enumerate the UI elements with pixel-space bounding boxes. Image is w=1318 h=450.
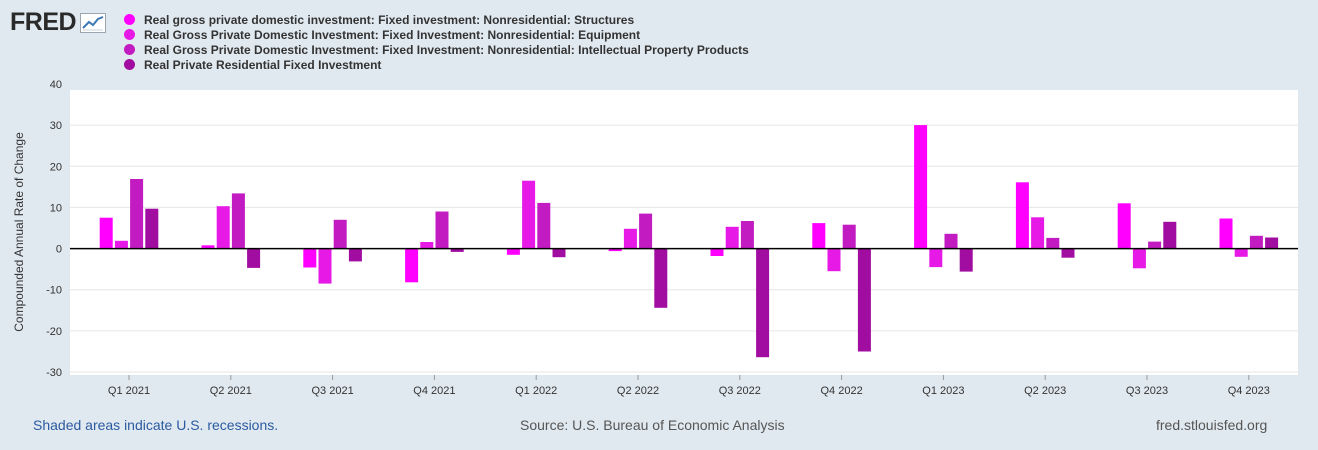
- bar-q4-2021-series-3[interactable]: [435, 211, 449, 249]
- bar-q2-2023-series-2[interactable]: [1031, 217, 1045, 249]
- y-tick-label: 40: [50, 79, 62, 91]
- bar-q4-2021-series-4[interactable]: [450, 248, 464, 252]
- bar-q3-2021-series-2[interactable]: [318, 248, 332, 284]
- bar-q3-2023-series-3[interactable]: [1148, 241, 1162, 249]
- bar-q2-2023-series-1[interactable]: [1015, 182, 1029, 249]
- bar-q3-2023-series-1[interactable]: [1117, 203, 1131, 249]
- bar-q2-2021-series-2[interactable]: [216, 206, 230, 249]
- y-tick-label: 30: [50, 120, 62, 132]
- legend-item-structures[interactable]: Real gross private domestic investment: …: [124, 12, 749, 27]
- bar-q2-2021-series-3[interactable]: [231, 193, 245, 249]
- bar-q1-2023-series-2[interactable]: [929, 248, 943, 268]
- chart: 40 30 20 10 0 -10 -20 -30 Q1 2021 Q2 2021 Q3 2021…: [12, 79, 1298, 397]
- legend-label-equipment: Real Gross Private Domestic Investment: …: [144, 27, 641, 42]
- bar-q2-2023-series-4[interactable]: [1061, 248, 1075, 258]
- bars: [99, 125, 1279, 358]
- y-tick-label: -10: [46, 285, 62, 297]
- bar-q3-2021-series-1[interactable]: [303, 248, 317, 268]
- x-tick-label: Q4 2023: [1228, 385, 1270, 397]
- legend-label-structures: Real gross private domestic investment: …: [144, 12, 635, 27]
- legend-item-equipment[interactable]: Real Gross Private Domestic Investment: …: [124, 27, 749, 42]
- gridlines: [70, 124, 1298, 373]
- legend-item-residential[interactable]: Real Private Residential Fixed Investmen…: [124, 57, 749, 72]
- bar-q4-2023-series-1[interactable]: [1219, 218, 1233, 249]
- legend-label-residential: Real Private Residential Fixed Investmen…: [144, 57, 382, 72]
- legend-swatch-ipp: [124, 44, 135, 55]
- legend-item-ipp[interactable]: Real Gross Private Domestic Investment: …: [124, 42, 749, 57]
- y-axis-ticks: 40 30 20 10 0 -10 -20 -30: [46, 79, 62, 379]
- y-tick-label: 10: [50, 202, 62, 214]
- fred-logo-text: FRED: [10, 8, 77, 36]
- bar-q1-2021-series-3[interactable]: [130, 179, 144, 249]
- bar-q1-2021-series-2[interactable]: [114, 240, 128, 249]
- bar-q4-2023-series-3[interactable]: [1249, 235, 1263, 249]
- y-tick-label: -30: [46, 367, 62, 379]
- bar-q3-2022-series-2[interactable]: [725, 226, 739, 249]
- bar-q4-2022-series-2[interactable]: [827, 248, 841, 272]
- bar-q2-2022-series-4[interactable]: [654, 248, 668, 308]
- trend-line-icon: [80, 12, 107, 33]
- bar-q1-2023-series-3[interactable]: [944, 233, 958, 249]
- legend-swatch-residential: [124, 59, 135, 70]
- recessions-note: Shaded areas indicate U.S. recessions.: [33, 417, 279, 433]
- bar-q2-2021-series-1[interactable]: [201, 245, 215, 249]
- site-link[interactable]: fred.stlouisfed.org: [1156, 417, 1268, 433]
- legend-label-ipp: Real Gross Private Domestic Investment: …: [144, 42, 749, 57]
- y-tick-label: 20: [50, 161, 62, 173]
- x-tick-label: Q4 2021: [413, 385, 455, 397]
- bar-q1-2023-series-1[interactable]: [914, 125, 928, 249]
- x-tick-label: Q2 2022: [617, 385, 659, 397]
- x-tick-label: Q2 2021: [210, 385, 252, 397]
- bar-q3-2022-series-1[interactable]: [710, 248, 724, 256]
- source-note: Source: U.S. Bureau of Economic Analysis: [520, 417, 785, 433]
- y-tick-label: 0: [56, 244, 62, 256]
- x-tick-label: Q1 2023: [922, 385, 964, 397]
- bar-q3-2021-series-4[interactable]: [348, 248, 362, 262]
- bar-q3-2022-series-4[interactable]: [756, 248, 770, 358]
- x-tick-label: Q3 2021: [311, 385, 353, 397]
- fred-logo[interactable]: FRED: [10, 8, 107, 37]
- y-axis-label: Compounded Annual Rate of Change: [12, 132, 26, 332]
- bar-q4-2021-series-2[interactable]: [420, 242, 434, 249]
- x-tick-label: Q3 2022: [719, 385, 761, 397]
- x-tick-label: Q1 2021: [108, 385, 150, 397]
- y-tick-label: -20: [46, 326, 62, 338]
- x-tick-label: Q3 2023: [1126, 385, 1168, 397]
- bar-q4-2023-series-4[interactable]: [1265, 237, 1279, 249]
- bar-q2-2022-series-3[interactable]: [639, 213, 653, 249]
- bar-q4-2021-series-1[interactable]: [405, 248, 419, 283]
- bar-q1-2023-series-4[interactable]: [959, 248, 973, 272]
- bar-q4-2022-series-3[interactable]: [842, 224, 856, 249]
- bar-q1-2022-series-3[interactable]: [537, 202, 551, 249]
- legend-swatch-equipment: [124, 29, 135, 40]
- bar-q3-2023-series-4[interactable]: [1163, 221, 1177, 249]
- bar-q4-2022-series-4[interactable]: [857, 248, 871, 352]
- bar-q1-2021-series-4[interactable]: [145, 208, 159, 249]
- bar-q1-2022-series-4[interactable]: [552, 248, 566, 258]
- plot-area: [70, 90, 1298, 375]
- bar-q2-2022-series-2[interactable]: [623, 228, 637, 249]
- bar-q2-2023-series-3[interactable]: [1046, 237, 1060, 249]
- x-tick-label: Q4 2022: [820, 385, 862, 397]
- bar-q1-2022-series-1[interactable]: [506, 248, 520, 255]
- x-tick-label: Q1 2022: [515, 385, 557, 397]
- x-tick-label: Q2 2023: [1024, 385, 1066, 397]
- bar-q4-2022-series-1[interactable]: [812, 223, 826, 249]
- bar-q3-2021-series-3[interactable]: [333, 219, 347, 249]
- bar-q1-2022-series-2[interactable]: [522, 180, 536, 249]
- bar-q1-2021-series-1[interactable]: [99, 217, 113, 249]
- bar-q2-2021-series-4[interactable]: [247, 248, 261, 268]
- bar-q4-2023-series-2[interactable]: [1234, 248, 1248, 257]
- legend-swatch-structures: [124, 14, 135, 25]
- bar-q2-2022-series-1[interactable]: [608, 248, 622, 252]
- bar-q3-2022-series-3[interactable]: [740, 221, 754, 249]
- legend: Real gross private domestic investment: …: [124, 12, 749, 72]
- x-axis-ticks: Q1 2021 Q2 2021 Q3 2021 Q4 2021 Q1 2022 Q2 20…: [108, 375, 1270, 397]
- bar-q3-2023-series-2[interactable]: [1132, 248, 1146, 269]
